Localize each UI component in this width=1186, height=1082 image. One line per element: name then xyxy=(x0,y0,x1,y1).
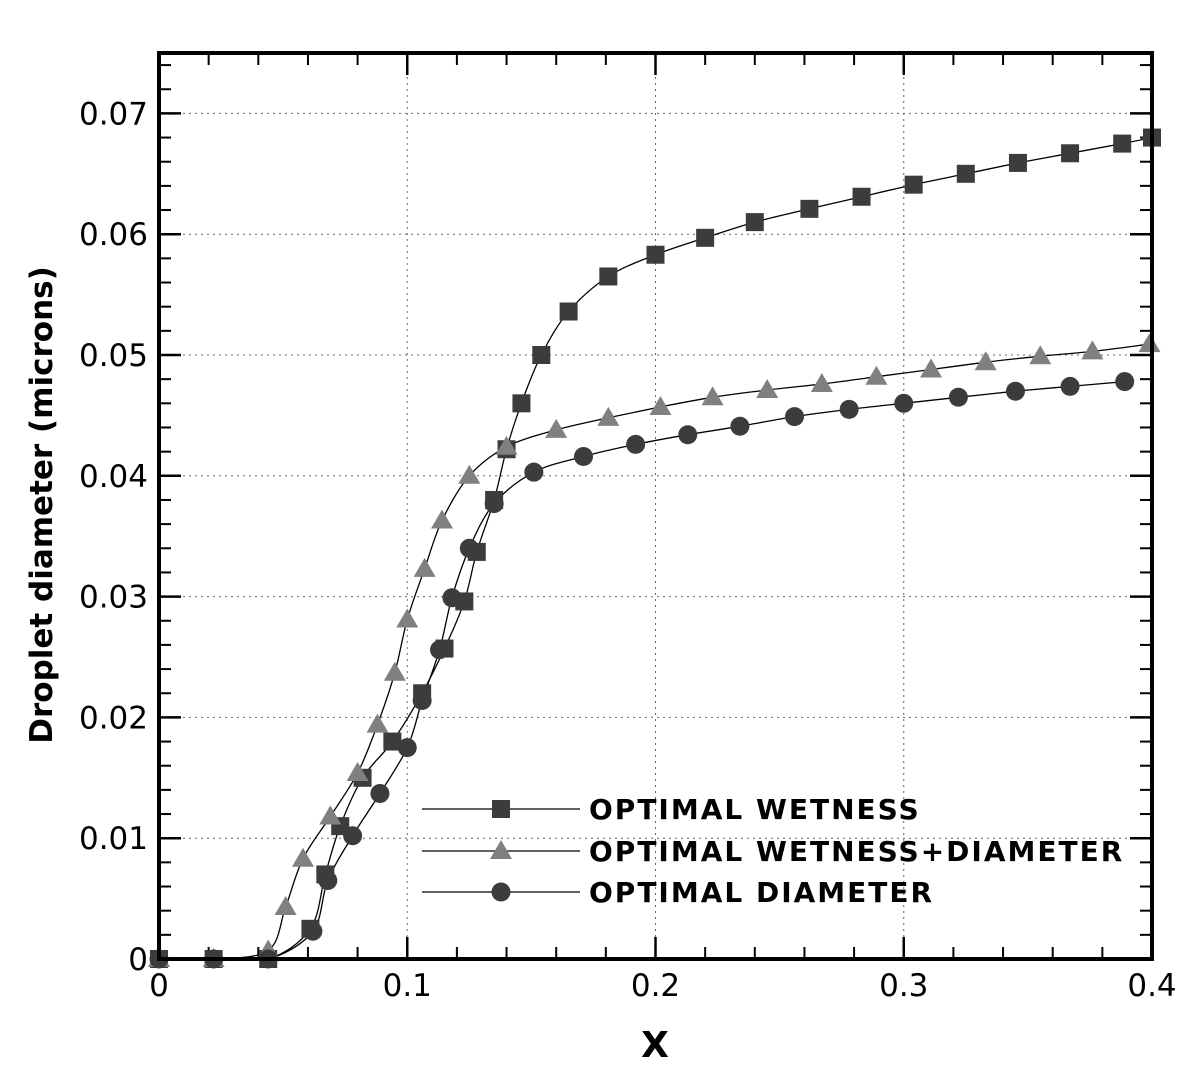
triangle-point xyxy=(346,761,369,781)
circle-point xyxy=(839,399,859,419)
x-axis-title: X xyxy=(641,1025,669,1066)
triangle-point xyxy=(274,896,297,916)
circle-point xyxy=(626,434,646,454)
square-point xyxy=(745,213,764,232)
triangle-point xyxy=(1081,340,1104,360)
square-point xyxy=(559,302,578,321)
plot-frame xyxy=(157,51,1154,961)
triangle-point xyxy=(291,847,314,867)
triangle-point xyxy=(756,379,779,399)
triangle-point xyxy=(701,386,724,406)
square-point xyxy=(904,175,923,194)
circle-point xyxy=(343,826,363,846)
triangle-point xyxy=(1138,333,1161,353)
triangle-point xyxy=(458,464,481,484)
circle-point xyxy=(894,393,914,413)
circle-point xyxy=(730,416,750,436)
triangle-point xyxy=(413,557,436,577)
circle-point xyxy=(430,640,450,660)
circle-point xyxy=(459,538,479,558)
triangle-point xyxy=(1029,345,1052,365)
y-tick-label: 0.04 xyxy=(79,459,148,495)
y-tick-label: 0.02 xyxy=(79,700,148,736)
legend-square-marker xyxy=(492,800,510,818)
legend-triangle-marker xyxy=(490,840,512,859)
triangle-point xyxy=(383,661,406,681)
y-tick-label: 0.06 xyxy=(79,217,148,253)
circle-point xyxy=(303,921,323,941)
series-line-circle xyxy=(158,380,1125,960)
square-point xyxy=(696,228,715,247)
triangle-point xyxy=(545,418,568,438)
square-point xyxy=(852,187,871,206)
y-tick-label: 0.07 xyxy=(79,96,148,132)
circle-point xyxy=(1005,381,1025,401)
triangle-point xyxy=(396,608,419,628)
square-point xyxy=(1113,134,1132,153)
circle-point xyxy=(318,870,338,890)
triangle-point xyxy=(495,435,518,455)
y-tick-label: 0.01 xyxy=(79,821,148,857)
legend-label: OPTIMAL WETNESS xyxy=(589,793,921,826)
x-tick-label: 0.3 xyxy=(879,968,928,1004)
x-tick-labels: 0 0.1 0.2 0.3 0.4 xyxy=(149,968,1177,1004)
square-point xyxy=(646,245,665,264)
square-point xyxy=(800,199,819,218)
y-tick-label: 0.03 xyxy=(79,580,148,616)
circle-point xyxy=(785,407,805,427)
square-point xyxy=(512,394,531,413)
series-markers xyxy=(148,128,1161,969)
square-point xyxy=(383,732,402,751)
x-tick-label: 0.2 xyxy=(631,968,680,1004)
legend-label: OPTIMAL DIAMETER xyxy=(589,876,934,909)
triangle-point xyxy=(810,372,833,392)
circle-point xyxy=(1115,372,1135,392)
triangle-point xyxy=(649,395,672,415)
circle-point xyxy=(678,425,698,445)
circle-point xyxy=(484,494,504,514)
triangle-point xyxy=(319,805,342,825)
y-tick-label: 0.05 xyxy=(79,338,148,374)
triangle-point xyxy=(431,509,454,529)
square-point xyxy=(1008,153,1027,172)
legend: OPTIMAL WETNESS OPTIMAL WETNESS+DIAMETER O… xyxy=(422,793,1124,909)
triangle-point xyxy=(865,365,888,385)
grid-lines xyxy=(159,53,1152,959)
circle-point xyxy=(574,446,594,466)
legend-label: OPTIMAL WETNESS+DIAMETER xyxy=(589,835,1124,868)
circle-point xyxy=(412,690,432,710)
circle-point xyxy=(1060,376,1080,396)
triangle-point xyxy=(366,713,389,733)
triangle-point xyxy=(920,358,943,378)
square-point xyxy=(532,346,551,364)
legend-circle-marker xyxy=(491,882,511,902)
circle-point xyxy=(397,738,417,758)
square-point xyxy=(1061,144,1080,163)
y-axis-title: Droplet diameter (microns) xyxy=(24,266,60,744)
x-tick-label: 0 xyxy=(149,968,169,1004)
triangle-point xyxy=(597,406,620,426)
square-point xyxy=(599,267,618,286)
x-tick-label: 0.1 xyxy=(383,968,432,1004)
circle-point xyxy=(442,588,462,608)
circle-point xyxy=(370,784,390,804)
y-tick-labels: 0 0.01 0.02 0.03 0.04 0.05 0.06 0.07 xyxy=(79,96,148,978)
circle-point xyxy=(524,462,544,482)
triangle-point xyxy=(974,351,997,371)
square-point xyxy=(956,164,975,183)
y-tick-label: 0 xyxy=(128,942,148,978)
x-tick-label: 0.4 xyxy=(1127,968,1176,1004)
circle-point xyxy=(948,387,968,407)
